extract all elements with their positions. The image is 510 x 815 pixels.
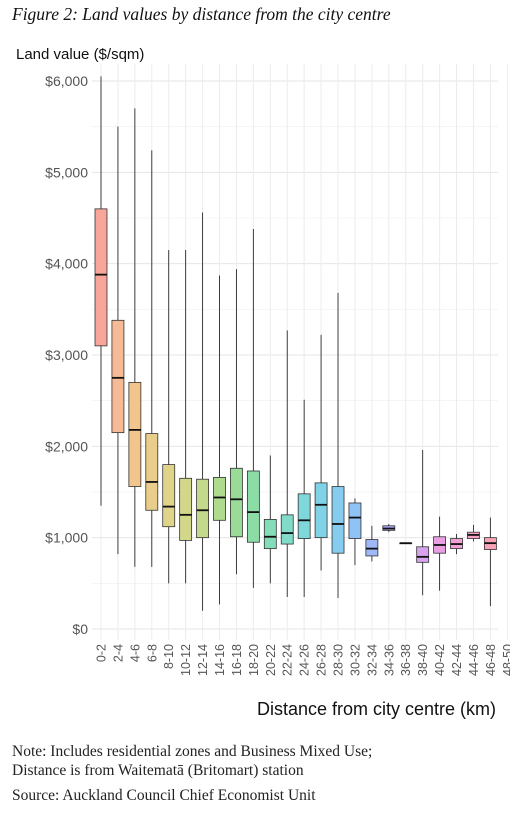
box-28-30 — [331, 292, 345, 598]
x-tick-label: 36-38 — [399, 644, 413, 676]
box-38-40 — [416, 449, 430, 596]
x-tick-label: 18-20 — [247, 644, 261, 676]
iqr-box — [280, 514, 294, 545]
x-axis-label: Distance from city centre (km) — [257, 699, 496, 719]
box-26-28 — [314, 334, 328, 571]
x-tick-label: 8-10 — [162, 644, 176, 669]
x-tick-label: 44-46 — [467, 644, 481, 676]
x-tick-label: 22-24 — [281, 644, 295, 676]
iqr-box — [128, 381, 142, 487]
y-tick-label: $0 — [72, 621, 88, 637]
box-42-44 — [450, 534, 463, 555]
x-tick-label: 0-2 — [95, 644, 109, 662]
x-tick-label: 6-8 — [145, 644, 159, 662]
x-tick-label: 38-40 — [416, 644, 430, 676]
iqr-box — [145, 433, 159, 511]
box-16-18 — [230, 269, 243, 575]
y-tick-label: $4,000 — [45, 256, 88, 272]
box-32-34 — [365, 525, 379, 562]
iqr-box — [263, 519, 277, 550]
iqr-box — [246, 470, 260, 543]
land-value-boxplot: Land value ($/sqm) $0$1,000$2,000$3,000$… — [16, 46, 510, 719]
figure-title: Figure 2: Land values by distance from t… — [12, 4, 391, 24]
x-tick-label: 24-26 — [298, 644, 312, 676]
iqr-box — [230, 467, 243, 538]
note-line-2: Distance is from Waitematā (Britomart) s… — [12, 762, 304, 779]
note-line-1: Note: Includes residential zones and Bus… — [12, 743, 373, 760]
box-8-10 — [162, 249, 176, 584]
x-tick-label: 32-34 — [365, 644, 379, 676]
iqr-box — [314, 482, 328, 539]
box-20-22 — [263, 455, 277, 584]
box-12-14 — [196, 212, 209, 611]
x-tick-label: 28-30 — [332, 644, 346, 676]
x-tick-label: 4-6 — [128, 644, 142, 662]
iqr-box — [297, 493, 311, 539]
box-22-24 — [280, 330, 294, 598]
y-tick-label: $1,000 — [45, 530, 88, 546]
boxes — [94, 76, 497, 611]
y-axis-label: Land value ($/sqm) — [16, 46, 144, 63]
iqr-box — [213, 476, 226, 521]
x-tick-label: 40-42 — [433, 644, 447, 676]
x-tick-label: 48-50 — [501, 644, 510, 676]
x-tick-label: 34-36 — [382, 644, 396, 676]
box-24-26 — [297, 399, 311, 598]
x-tick-label: 16-18 — [230, 644, 244, 676]
box-36-38 — [399, 542, 413, 545]
iqr-box — [111, 319, 125, 434]
x-tick-label: 2-4 — [111, 644, 125, 662]
box-6-8 — [145, 150, 159, 567]
notes: Note: Includes residential zones and Bus… — [12, 742, 372, 805]
iqr-box — [94, 208, 108, 347]
y-tick-label: $3,000 — [45, 347, 88, 363]
x-axis-ticks: 0-2 2-4 4-6 6-8 8-10 10-12 12-14 14-16 16-18 18-2… — [95, 644, 510, 676]
x-tick-label: 10-12 — [179, 644, 193, 676]
iqr-box — [416, 546, 430, 563]
box-46-48 — [483, 517, 497, 607]
x-tick-label: 12-14 — [196, 644, 210, 676]
box-4-6 — [128, 108, 142, 567]
x-tick-label: 42-44 — [450, 644, 464, 676]
box-2-4 — [111, 126, 125, 555]
y-tick-label: $6,000 — [45, 73, 88, 89]
x-tick-label: 46-48 — [484, 644, 498, 676]
iqr-box — [162, 464, 176, 528]
iqr-box — [348, 502, 362, 539]
box-0-2 — [94, 76, 108, 506]
x-tick-label: 14-16 — [213, 644, 227, 676]
y-tick-label: $2,000 — [45, 438, 88, 454]
box-30-32 — [348, 498, 362, 566]
box-40-42 — [433, 516, 447, 591]
y-tick-label: $5,000 — [45, 164, 88, 180]
grid — [92, 64, 508, 640]
iqr-box — [196, 478, 209, 539]
x-tick-label: 30-32 — [348, 644, 362, 676]
iqr-box — [365, 539, 379, 557]
box-34-36 — [382, 523, 396, 533]
iqr-box — [331, 486, 345, 554]
iqr-box — [179, 477, 193, 541]
x-tick-label: 20-22 — [264, 644, 278, 676]
source-line: Source: Auckland Council Chief Economist… — [12, 787, 316, 804]
box-18-20 — [246, 228, 260, 588]
y-axis-ticks: $0 $1,000 $2,000 $3,000 $4,000 $5,000 $6,000 — [45, 73, 88, 637]
box-44-46 — [467, 524, 480, 542]
box-14-16 — [213, 275, 226, 605]
x-tick-label: 26-28 — [315, 644, 329, 676]
box-10-12 — [179, 249, 193, 584]
